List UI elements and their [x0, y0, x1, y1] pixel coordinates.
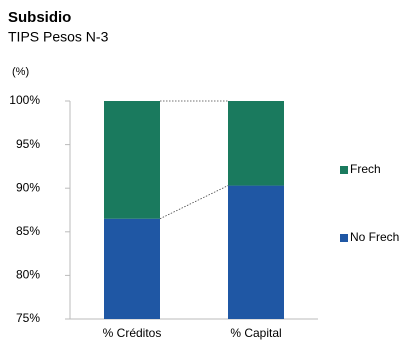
chart-subtitle: TIPS Pesos N-3	[8, 29, 109, 45]
connector-line	[159, 185, 229, 220]
y-unit: (%)	[12, 66, 29, 78]
bar-segment	[104, 218, 160, 319]
x-tick-label: % Créditos	[103, 326, 162, 340]
y-tick-label: 75%	[16, 311, 40, 325]
legend-swatch	[340, 234, 348, 242]
y-tick-label: 100%	[9, 93, 40, 107]
y-tick-label: 95%	[16, 137, 40, 151]
chart-title: Subsidio	[8, 9, 71, 26]
legend-swatch	[340, 166, 348, 174]
x-tick-label: % Capital	[230, 326, 281, 340]
legend-label: No Frech	[350, 230, 399, 244]
bar-segment	[228, 185, 284, 319]
bar-segment	[104, 101, 160, 219]
y-tick-label: 85%	[16, 224, 40, 238]
bar-segment	[228, 101, 284, 186]
y-tick-label: 90%	[16, 180, 40, 194]
y-tick-label: 80%	[16, 268, 40, 282]
legend-label: Frech	[350, 162, 381, 176]
